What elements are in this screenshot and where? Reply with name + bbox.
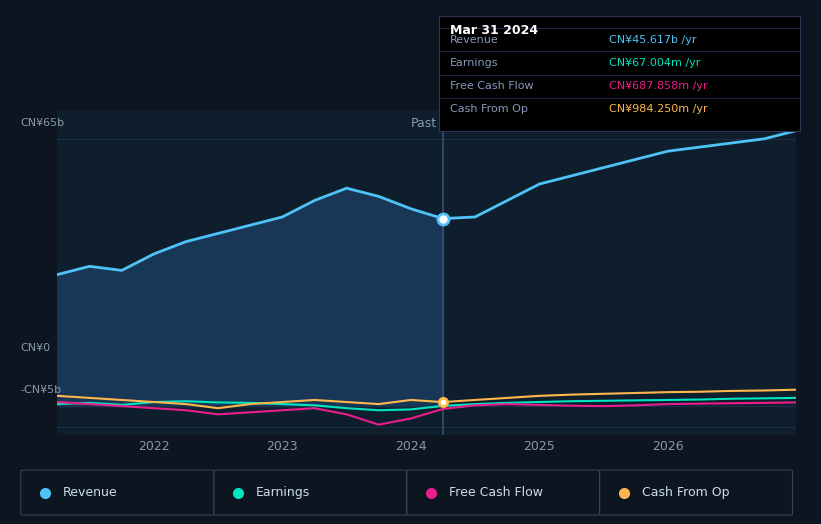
Text: Analysts Forecasts: Analysts Forecasts [449, 117, 566, 130]
Text: -CN¥5b: -CN¥5b [21, 385, 62, 396]
Text: Free Cash Flow: Free Cash Flow [450, 81, 534, 91]
Text: CN¥67.004m /yr: CN¥67.004m /yr [609, 58, 700, 68]
Text: CN¥687.858m /yr: CN¥687.858m /yr [609, 81, 708, 91]
Text: Cash From Op: Cash From Op [450, 104, 528, 114]
Text: Earnings: Earnings [450, 58, 498, 68]
Text: Mar 31 2024: Mar 31 2024 [450, 24, 539, 37]
Text: CN¥45.617b /yr: CN¥45.617b /yr [609, 35, 696, 45]
Text: Earnings: Earnings [256, 486, 310, 499]
Text: Revenue: Revenue [450, 35, 499, 45]
Text: CN¥65b: CN¥65b [21, 118, 65, 128]
Text: Cash From Op: Cash From Op [642, 486, 730, 499]
Text: CN¥984.250m /yr: CN¥984.250m /yr [609, 104, 708, 114]
Text: Past: Past [410, 117, 437, 130]
Text: Revenue: Revenue [63, 486, 118, 499]
Text: CN¥0: CN¥0 [21, 343, 51, 354]
Text: Free Cash Flow: Free Cash Flow [449, 486, 543, 499]
